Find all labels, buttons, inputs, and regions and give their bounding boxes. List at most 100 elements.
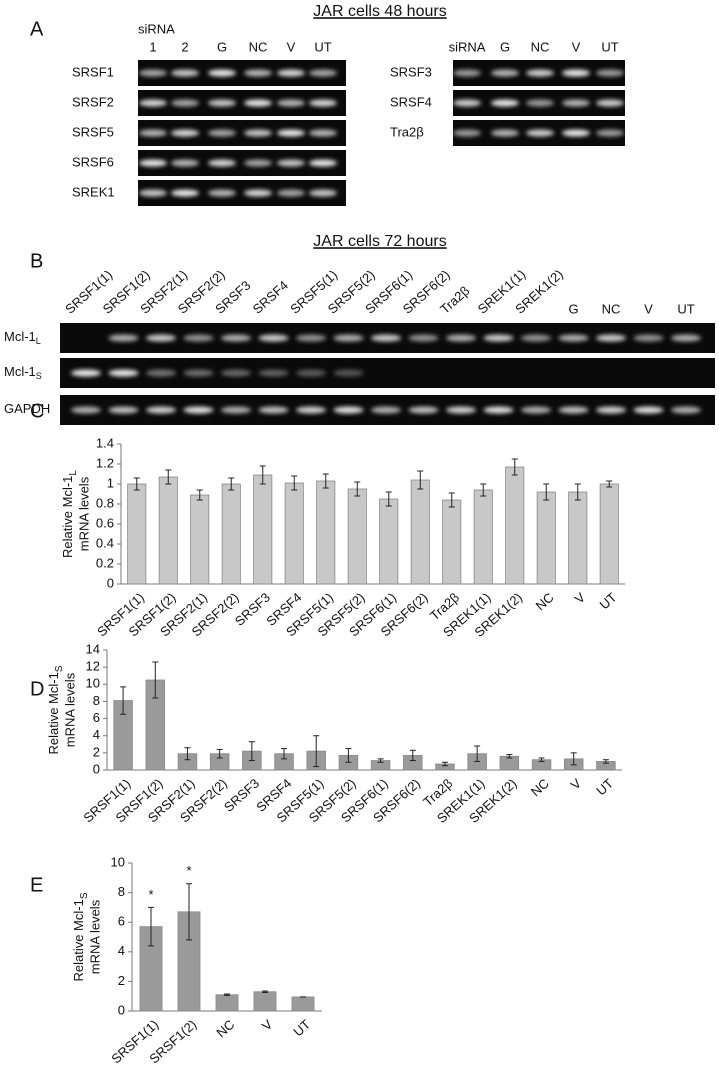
gel-band	[221, 406, 251, 414]
bar	[536, 491, 556, 585]
gel-band	[596, 334, 626, 342]
bar	[127, 483, 147, 585]
gel-band	[208, 189, 236, 197]
x-tick-label: UT	[597, 590, 620, 613]
lane-label: V	[287, 39, 296, 54]
gel-band	[596, 99, 624, 107]
y-tick-label: 8	[118, 884, 125, 899]
gel-band	[562, 69, 590, 77]
y-tick-label: 10	[111, 854, 125, 869]
gel-band	[108, 406, 139, 414]
y-tick-label: 2	[118, 973, 125, 988]
lane-label: V	[644, 301, 653, 316]
y-label-text: Relative Mcl-1	[60, 476, 75, 558]
gel-band	[244, 69, 272, 77]
gel-band	[371, 334, 401, 342]
panel-letter: E	[30, 874, 43, 896]
y-axis-label: Relative Mcl-1S	[71, 892, 89, 981]
panel-title: JAR cells 72 hours	[313, 233, 446, 250]
lane-label: 1	[149, 39, 156, 54]
row-subscript: S	[36, 371, 42, 381]
y-tick-label: 6	[118, 914, 125, 929]
y-tick-label: 0	[118, 1002, 125, 1017]
bar	[158, 476, 178, 585]
gel-band	[208, 159, 236, 167]
y-tick-label: 0.4	[96, 535, 114, 550]
row-label: Tra2β	[390, 124, 424, 139]
row-name: Mcl-1	[4, 329, 36, 344]
gel-band	[139, 129, 167, 137]
y-axis-label: Relative Mcl-1S	[46, 665, 64, 754]
y-axis-label: mRNA levels	[76, 476, 91, 551]
gel-band	[309, 129, 337, 137]
y-tick-label: 0	[107, 575, 114, 590]
lane-label: V	[572, 39, 581, 54]
panel-title: JAR cells 48 hours	[313, 3, 446, 20]
gel-band	[244, 189, 272, 197]
y-label-text: Relative Mcl-1	[46, 672, 61, 754]
gel-band	[208, 69, 236, 77]
lane-label: Tra2β	[437, 283, 472, 317]
gel-band	[596, 406, 626, 414]
x-tick-label: NC	[213, 1017, 237, 1041]
gel-band	[277, 189, 305, 197]
bar	[599, 483, 619, 585]
gel-band	[171, 129, 199, 137]
gel-band	[277, 159, 305, 167]
row-subscript: L	[36, 336, 41, 346]
x-tick-label: V	[572, 589, 589, 606]
bar	[347, 488, 367, 585]
y-tick-label: 4	[93, 727, 100, 742]
gel-band	[71, 406, 101, 414]
y-tick-label: 0	[93, 761, 100, 776]
lane-label: 2	[181, 39, 188, 54]
row-label: SREK1	[72, 184, 115, 199]
gel-band	[208, 129, 236, 137]
lane-label: NC	[602, 301, 621, 316]
gel-band	[483, 334, 514, 342]
gel-band	[526, 69, 554, 77]
y-tick-label: 0.6	[96, 515, 114, 530]
gel-band	[258, 334, 289, 342]
row-name: Mcl-1	[4, 364, 36, 379]
gel-band	[139, 69, 167, 77]
x-tick-label: UT	[593, 776, 616, 799]
bar	[215, 994, 239, 1012]
row-label: Mcl-1S	[4, 364, 42, 381]
gel-band	[562, 99, 590, 107]
x-tick-label: SRSF3	[221, 776, 262, 815]
y-tick-label: 1.4	[96, 435, 114, 450]
gel-band	[333, 406, 364, 414]
lane-label: UT	[677, 301, 694, 316]
bar	[473, 489, 493, 585]
gel-band	[671, 406, 701, 414]
lane-label: siRNA	[449, 39, 486, 54]
gel-band	[277, 69, 305, 77]
bar	[221, 483, 241, 585]
gel-band	[446, 406, 476, 414]
gel-band	[139, 99, 167, 107]
gel-band	[491, 129, 519, 137]
gel-band	[633, 334, 664, 342]
gel-band	[521, 334, 551, 342]
y-label-subscript: L	[68, 470, 79, 476]
bar	[568, 491, 588, 585]
lane-label: UT	[601, 39, 618, 54]
bar	[505, 466, 525, 585]
panel-letter: B	[30, 250, 43, 272]
gel-band	[453, 129, 481, 137]
lane-label: UT	[314, 39, 331, 54]
y-tick-label: 8	[93, 693, 100, 708]
gel-band	[146, 406, 176, 414]
row-label: SRSF2	[72, 94, 114, 109]
gel-band	[183, 334, 214, 342]
y-tick-label: 2	[93, 744, 100, 759]
gel-band	[371, 406, 401, 414]
gel-band	[562, 129, 590, 137]
gel-band	[208, 99, 236, 107]
y-tick-label: 10	[86, 676, 100, 691]
gel-band	[171, 159, 199, 167]
panel-letter: D	[30, 678, 44, 700]
bar	[442, 499, 462, 585]
